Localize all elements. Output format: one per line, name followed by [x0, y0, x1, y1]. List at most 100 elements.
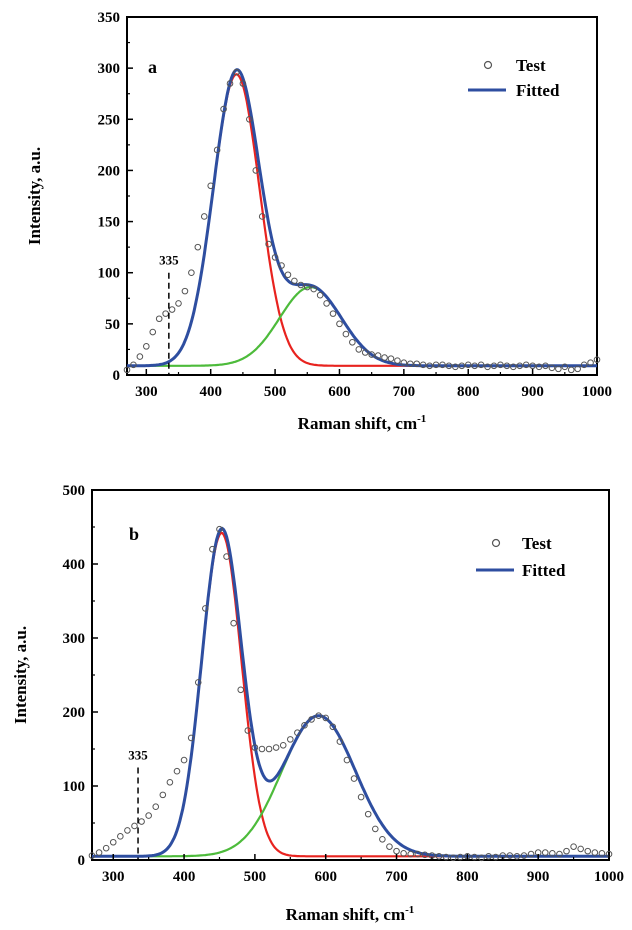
- x-tick-label: 1000: [582, 384, 612, 400]
- test-point: [265, 240, 272, 248]
- x-axis-label: Raman shift, cm-1: [298, 413, 427, 433]
- test-point: [159, 791, 167, 799]
- test-point: [213, 146, 221, 154]
- test-point: [381, 354, 388, 361]
- test-point: [394, 357, 401, 364]
- legend-test-label: Test: [516, 56, 546, 75]
- test-point: [279, 742, 287, 749]
- legend-test-label: Test: [522, 534, 552, 553]
- legend-fitted-label: Fitted: [516, 81, 560, 100]
- test-point: [336, 320, 343, 328]
- test-point: [278, 262, 285, 269]
- test-point: [587, 359, 594, 367]
- test-point: [421, 851, 429, 859]
- test-point: [400, 359, 408, 367]
- test-points: [123, 68, 601, 374]
- test-point: [456, 853, 464, 861]
- legend-test-marker: [491, 538, 501, 548]
- test-point: [400, 850, 407, 857]
- test-point: [497, 361, 504, 369]
- y-tick-label: 250: [98, 112, 121, 128]
- test-point: [109, 838, 117, 846]
- test-point: [535, 363, 543, 371]
- test-point: [449, 854, 457, 862]
- test-point: [406, 360, 414, 368]
- x-tick-label: 300: [135, 384, 158, 400]
- test-point: [265, 745, 273, 753]
- y-tick-label: 400: [63, 557, 86, 573]
- test-point: [308, 716, 315, 723]
- component-peak-1: [127, 73, 597, 367]
- test-point: [239, 80, 247, 87]
- chart-panel-a: 300 400 500 600 700 800 900 1000 0 50 100 150 200 250…: [25, 10, 612, 433]
- test-point: [556, 850, 563, 858]
- test-point: [364, 810, 372, 818]
- axis-ticks: 300 400 500 600 700 800 900 1000 0 100 200 300 400 50…: [63, 483, 625, 885]
- test-point: [549, 850, 556, 857]
- test-point: [143, 343, 150, 350]
- test-point: [478, 854, 485, 862]
- test-point: [368, 351, 375, 358]
- test-point: [200, 213, 208, 220]
- test-point: [272, 744, 280, 751]
- x-tick-label: 900: [521, 384, 544, 400]
- test-point: [445, 362, 453, 370]
- test-point: [251, 744, 259, 751]
- x-tick-label: 300: [102, 869, 125, 885]
- test-point: [131, 822, 138, 830]
- test-point: [301, 722, 308, 729]
- test-point: [194, 679, 202, 686]
- test-point: [166, 779, 174, 786]
- test-point: [237, 686, 245, 694]
- test-point: [168, 306, 176, 313]
- test-point: [577, 845, 584, 853]
- y-tick-label: 50: [105, 317, 120, 333]
- annotation: 335: [159, 253, 179, 375]
- test-point: [329, 723, 337, 731]
- test-point: [574, 365, 581, 373]
- test-point: [580, 361, 588, 369]
- test-point: [510, 363, 517, 371]
- test-point: [349, 338, 356, 346]
- test-point: [555, 365, 562, 373]
- test-point: [541, 849, 549, 856]
- test-point: [570, 843, 577, 850]
- test-point: [371, 825, 379, 833]
- test-point: [419, 361, 427, 369]
- test-point: [593, 356, 601, 363]
- test-point: [181, 287, 189, 295]
- test-point: [563, 847, 570, 855]
- test-point: [357, 793, 365, 801]
- test-point: [271, 254, 279, 261]
- chart-panel-b: 300 400 500 600 700 800 900 1000 0 100 200 300 400 50…: [11, 483, 624, 924]
- test-point: [477, 361, 485, 369]
- test-point: [329, 310, 337, 317]
- test-point: [246, 115, 253, 123]
- test-point: [452, 363, 459, 371]
- test-point: [155, 315, 163, 323]
- y-axis-label: Intensity, a.u.: [11, 626, 30, 724]
- test-point: [187, 734, 195, 742]
- test-point: [506, 852, 514, 859]
- legend-fitted-label: Fitted: [522, 561, 566, 580]
- test-point: [297, 281, 305, 289]
- x-tick-label: 500: [244, 869, 267, 885]
- test-point: [387, 355, 395, 362]
- test-point: [598, 850, 606, 857]
- test-point: [435, 853, 443, 860]
- y-tick-label: 100: [98, 266, 121, 282]
- test-point: [520, 852, 528, 859]
- test-point: [485, 853, 492, 860]
- test-point: [252, 167, 260, 174]
- test-point: [386, 843, 393, 850]
- test-point: [343, 756, 351, 764]
- y-tick-label: 100: [63, 779, 86, 795]
- test-point: [516, 362, 524, 370]
- y-tick-label: 0: [113, 368, 121, 384]
- test-point: [303, 283, 311, 291]
- test-point: [294, 729, 301, 737]
- y-tick-label: 150: [98, 215, 121, 231]
- test-point: [374, 352, 382, 359]
- x-tick-label: 400: [173, 869, 196, 885]
- x-tick-label: 500: [264, 384, 287, 400]
